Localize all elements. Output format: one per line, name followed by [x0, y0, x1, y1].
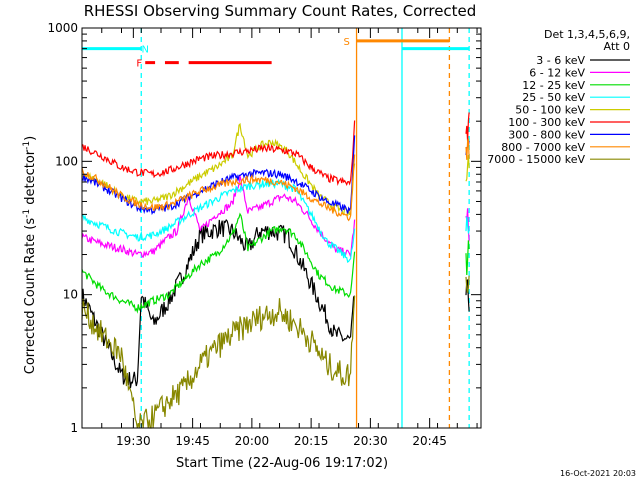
legend-header: Att 0 — [604, 40, 630, 53]
legend-label: 50 - 100 keV — [515, 104, 585, 117]
legend-label: 3 - 6 keV — [536, 54, 585, 67]
series-line — [81, 122, 356, 216]
x-tick-label: 20:00 — [235, 434, 270, 448]
chart-title: RHESSI Observing Summary Count Rates, Co… — [84, 2, 477, 20]
x-tick-label: 20:30 — [353, 434, 388, 448]
flag-label: S — [344, 37, 350, 48]
y-tick-label: 100 — [55, 154, 78, 168]
legend-label: 7000 - 15000 keV — [487, 153, 585, 166]
series-tail-line — [465, 216, 470, 235]
flag-label: F — [136, 59, 142, 70]
series-line — [81, 175, 356, 258]
x-tick-label: 19:45 — [175, 434, 210, 448]
series-line — [81, 154, 356, 222]
series-tail-line — [465, 240, 470, 276]
flag-label: N — [141, 45, 148, 56]
legend-header: Det 1,3,4,5,6,9, — [544, 28, 630, 41]
series-tail-line — [465, 275, 470, 293]
observing-flags: NF S — [82, 37, 470, 70]
series-line — [81, 295, 356, 429]
legend-label: 800 - 7000 keV — [501, 141, 585, 154]
timestamp: 16-Oct-2021 20:03 — [560, 469, 636, 478]
x-tick-label: 20:45 — [412, 434, 447, 448]
legend-label: 6 - 12 keV — [529, 66, 585, 79]
legend-label: 300 - 800 keV — [508, 128, 585, 141]
x-axis-label: Start Time (22-Aug-06 19:17:02) — [176, 456, 388, 471]
y-tick-label: 1 — [70, 421, 78, 435]
y-axis-label: Corrected Count Rate (s-1 detector-1) — [22, 136, 38, 374]
series-lines — [81, 112, 470, 429]
legend-label: 25 - 50 keV — [522, 91, 585, 104]
series-line — [81, 120, 356, 187]
legend-label: 12 - 25 keV — [522, 79, 585, 92]
legend-label: 100 - 300 keV — [508, 116, 585, 129]
series-tail-line — [465, 138, 470, 160]
y-axis-ticks: 1 10 100 1000 — [47, 21, 481, 435]
y-tick-label: 1000 — [47, 21, 78, 35]
series-tail-line — [465, 154, 470, 182]
region-markers — [140, 28, 470, 428]
x-tick-label: 20:15 — [294, 434, 329, 448]
series-line — [81, 212, 356, 314]
plot-frame — [81, 27, 482, 429]
y-tick-label: 10 — [63, 288, 78, 302]
x-axis-ticks: 19:30 19:45 20:00 20:15 20:30 20:45 — [81, 28, 478, 448]
series-line — [81, 178, 356, 264]
x-tick-label: 19:30 — [116, 434, 151, 448]
